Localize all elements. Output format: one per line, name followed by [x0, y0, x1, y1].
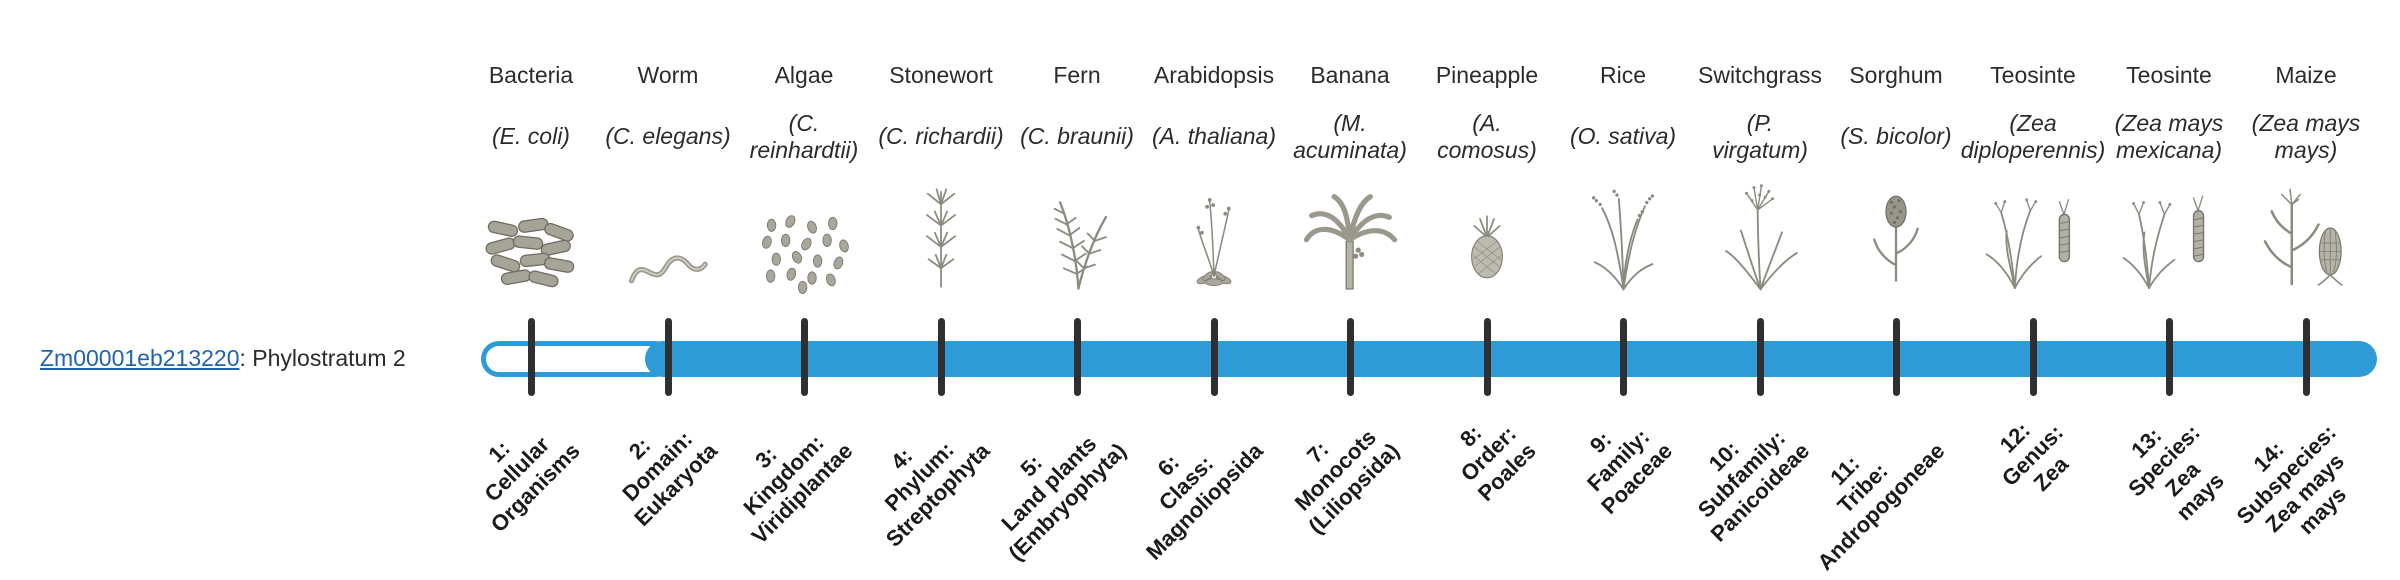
taxon-latin-name: (Zea mays mays)	[2251, 109, 2361, 163]
gene-id-link[interactable]: Zm00001eb213220	[40, 345, 240, 371]
taxon-column-maize: Maize (Zea mays mays) 14: Subspecies	[2201, 0, 2400, 580]
taxon-column-sorghum: Sorghum (S. bicolor) 11: Tribe: Andropog…	[1791, 0, 2001, 580]
taxon-common-name: Switchgrass	[1698, 62, 1822, 88]
taxon-latin-name: (A. comosus)	[1437, 109, 1537, 163]
taxon-column-banana: Banana (M. acuminata) 7: Monocots (Lilio…	[1245, 0, 1455, 580]
rice-icon	[1518, 176, 1728, 294]
timeline-bar-filled	[645, 341, 2377, 377]
timeline-bar-unfilled	[481, 341, 673, 377]
taxon-latin-name: (S. bicolor)	[1840, 123, 1952, 150]
timeline-tick	[1346, 318, 1354, 396]
taxon-common-name: Pineapple	[1435, 62, 1539, 88]
taxon-common-name: Algae	[774, 62, 834, 88]
arabidopsis-icon	[1109, 176, 1319, 294]
taxon-column-teosinte-diploperennis: Teosinte (Zea diploperennis) 12: Genus: …	[1928, 0, 2138, 580]
worm-icon	[563, 176, 773, 294]
taxon-common-name: Teosinte	[2126, 62, 2212, 88]
taxon-common-name: Worm	[637, 62, 699, 88]
taxon-common-name: Fern	[1053, 62, 1101, 88]
phylostratum-label: 6: Class: Magnoliopsida	[1140, 437, 1268, 565]
taxon-column-rice: Rice (O. sativa) 9: Family: Poaceae	[1518, 0, 1728, 580]
timeline-tick	[2165, 318, 2173, 396]
banana-icon	[1245, 176, 1455, 294]
taxon-common-name: Arabidopsis	[1153, 62, 1275, 88]
teosinte-mexicana-icon	[2064, 176, 2274, 294]
taxon-common-name: Maize	[2275, 62, 2337, 88]
bacteria-icon	[426, 176, 636, 294]
timeline-tick	[2029, 318, 2037, 396]
timeline-tick	[527, 318, 535, 396]
gene-label: Zm00001eb213220: Phylostratum 2	[40, 345, 406, 372]
taxon-common-name: Sorghum	[1849, 62, 1943, 88]
taxon-common-name: Rice	[1599, 62, 1646, 88]
timeline-tick	[2302, 318, 2310, 396]
taxon-common-name: Bacteria	[488, 62, 574, 88]
taxon-common-name: Stonewort	[889, 62, 993, 88]
taxon-latin-name: (C. elegans)	[605, 123, 731, 150]
taxon-common-name: Banana	[1310, 62, 1390, 88]
stonewort-icon	[836, 176, 1046, 294]
taxon-column-arabidopsis: Arabidopsis (A. thaliana)	[1109, 0, 1319, 580]
algae-icon	[699, 176, 909, 294]
taxon-latin-name: (P. virgatum)	[1712, 109, 1808, 163]
taxon-latin-name: (E. coli)	[492, 123, 570, 150]
taxon-column-algae: Algae (C. reinhardtii) 3: Kingdom: Virid…	[699, 0, 909, 580]
timeline-tick	[800, 318, 808, 396]
timeline-tick	[1073, 318, 1081, 396]
taxon-latin-name: (Zea mays mexicana)	[2114, 109, 2224, 163]
taxon-latin-name: (A. thaliana)	[1151, 123, 1276, 150]
timeline-tick	[937, 318, 945, 396]
switchgrass-icon	[1655, 176, 1865, 294]
phylostratum-label: 11: Tribe: Andropogoneae	[1812, 437, 1950, 575]
phylostratum-label: 5: Land plants (Embryophyta)	[996, 431, 1131, 566]
taxon-column-fern: Fern (C. braunii) 5: Land plants (Embryo…	[972, 0, 1182, 580]
taxon-column-worm: Worm (C. elegans) 2: Domain: Eukaryota	[563, 0, 773, 580]
sorghum-icon	[1791, 176, 2001, 294]
timeline-tick	[1892, 318, 1900, 396]
fern-icon	[972, 176, 1182, 294]
taxon-column-teosinte-mexicana: Teosinte (Zea mays mexicana) 13: Species…	[2064, 0, 2274, 580]
taxon-column-stonewort: Stonewort (C. richardii) 4: Phylum: Stre…	[836, 0, 1046, 580]
timeline-tick	[1619, 318, 1627, 396]
taxon-common-name: Teosinte	[1990, 62, 2076, 88]
taxon-latin-name: (Zea diploperennis)	[1960, 109, 2106, 163]
taxon-column-switchgrass: Switchgrass (P. virgatum) 10: Su	[1655, 0, 1865, 580]
timeline-tick	[664, 318, 672, 396]
taxon-column-pineapple: Pineapple (A. comosus) 8: Order: Poales	[1382, 0, 1592, 580]
maize-icon	[2201, 176, 2400, 294]
taxon-column-bacteria: Bacteria (E. coli) 1: Ce	[426, 0, 636, 580]
timeline-tick	[1483, 318, 1491, 396]
taxon-latin-name: (C. braunii)	[1020, 123, 1134, 150]
taxon-latin-name: (C. reinhardtii)	[749, 109, 859, 163]
gene-phylostratum-text: : Phylostratum 2	[239, 345, 406, 371]
taxon-latin-name: (M. acuminata)	[1293, 109, 1407, 163]
taxon-latin-name: (O. sativa)	[1569, 123, 1677, 150]
timeline-tick	[1756, 318, 1764, 396]
teosinte-diploperennis-icon	[1928, 176, 2138, 294]
taxon-latin-name: (C. richardii)	[878, 123, 1004, 150]
timeline-tick	[1210, 318, 1218, 396]
phylostratum-label: 14: Subspecies: Zea mays mays	[2232, 419, 2352, 540]
pineapple-icon	[1382, 176, 1592, 294]
